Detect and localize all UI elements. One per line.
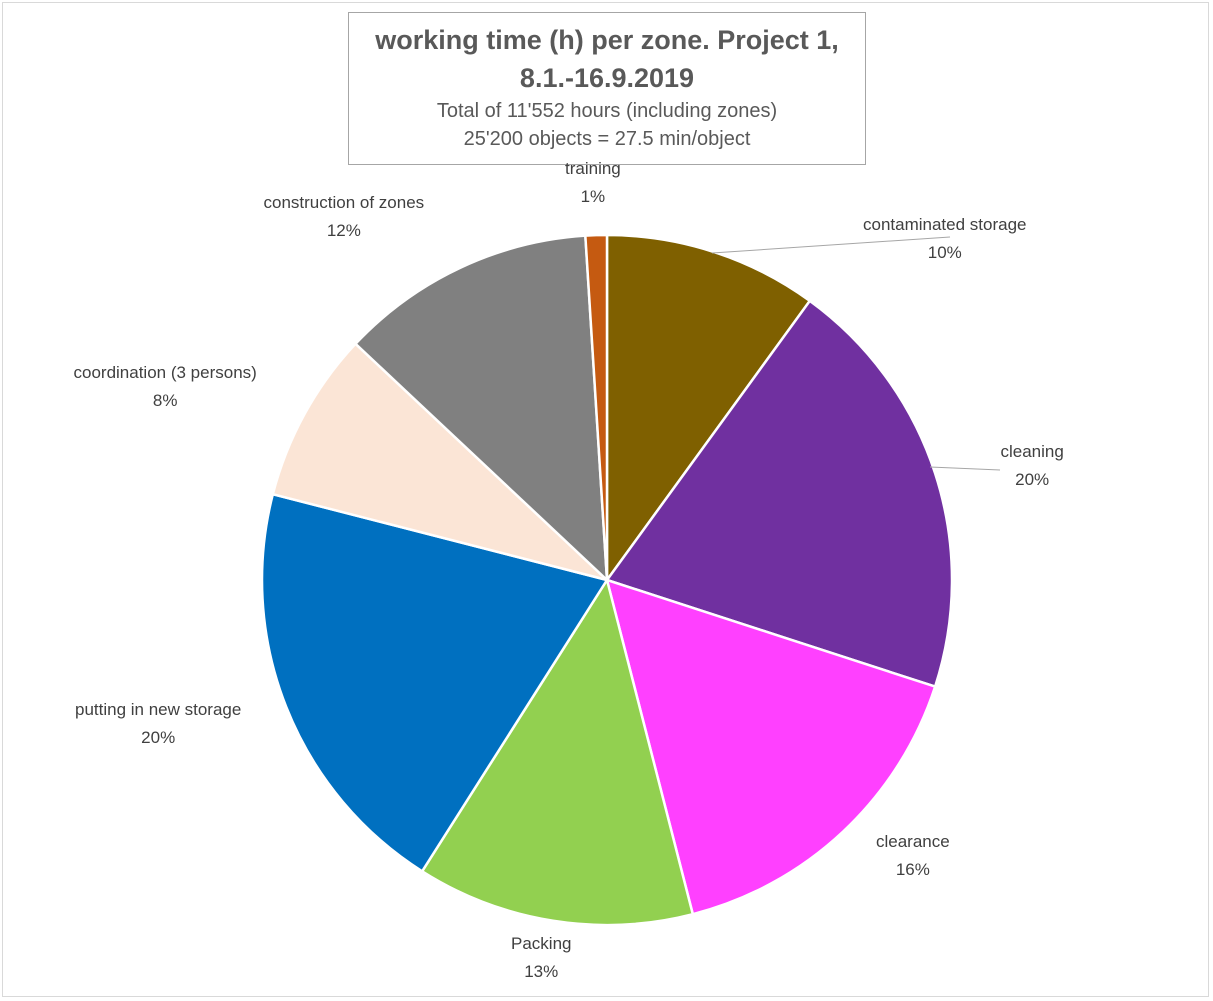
pie-slice-clearance	[605, 578, 937, 916]
data-label-name: contaminated storage	[863, 215, 1027, 234]
data-label: coordination (3 persons) 8%	[74, 359, 257, 415]
data-label-name: cleaning	[1000, 442, 1064, 461]
data-label-value: 1%	[580, 187, 606, 206]
data-label-value: 16%	[895, 860, 930, 879]
data-label-value: 13%	[524, 962, 559, 981]
chart-subtitle-line-1: Total of 11'552 hours (including zones)	[436, 100, 778, 122]
data-label-value: 12%	[326, 221, 361, 240]
data-label-value: 10%	[927, 243, 962, 262]
data-label: putting in new storage 20%	[75, 696, 241, 752]
leader-line	[929, 466, 1001, 471]
leader-line	[711, 236, 951, 254]
data-label-name: training	[565, 159, 621, 178]
pie-slice-training	[584, 233, 609, 581]
chart-title: working time (h) per zone. Project 1,	[375, 25, 839, 55]
data-label-value: 8%	[152, 391, 178, 410]
data-label: construction of zones 12%	[264, 189, 425, 245]
data-label: clearance 16%	[876, 828, 950, 884]
chart-subtitle-line-2: 25'200 objects = 27.5 min/object	[463, 128, 751, 150]
pie-slice-cleaning	[604, 299, 954, 689]
chart-title-box: working time (h) per zone. Project 1, 8.…	[348, 12, 866, 165]
pie-slice-putting-in-new-storage	[260, 492, 609, 874]
data-label-name: Packing	[511, 934, 572, 953]
data-label-name: coordination (3 persons)	[73, 363, 257, 382]
data-label: cleaning 20%	[1001, 438, 1064, 494]
pie-slice-construction-of-zones	[353, 234, 609, 584]
data-label-name: construction of zones	[263, 193, 425, 212]
pie-slice-coordination-3-persons	[271, 342, 608, 582]
pie-slice-contaminated-storage	[605, 233, 812, 584]
data-label-value: 20%	[141, 728, 176, 747]
data-label: contaminated storage 10%	[863, 211, 1027, 267]
data-label-name: putting in new storage	[75, 700, 242, 719]
data-label: Packing 13%	[511, 930, 571, 986]
data-label-name: clearance	[876, 832, 950, 851]
data-label: training 1%	[565, 155, 621, 211]
data-label-value: 20%	[1015, 470, 1050, 489]
chart-title-line-2: 8.1.-16.9.2019	[519, 63, 695, 93]
pie-slice-packing	[420, 576, 695, 927]
